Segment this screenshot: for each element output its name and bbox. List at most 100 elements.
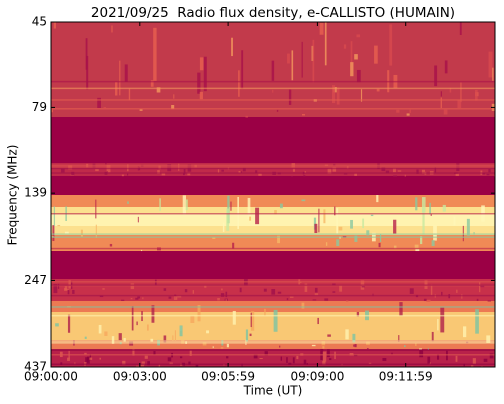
texture <box>51 294 495 297</box>
texture <box>350 62 354 77</box>
texture <box>426 300 430 302</box>
x-tick-label: 09:05:59 <box>201 370 255 384</box>
texture <box>99 357 101 360</box>
texture <box>203 56 207 92</box>
y-tick-label: 79 <box>32 100 47 114</box>
texture <box>226 208 230 231</box>
chart-title: 2021/09/25 Radio flux density, e-CALLIST… <box>91 5 455 21</box>
texture <box>323 209 326 224</box>
texture <box>336 239 340 247</box>
texture <box>422 207 425 235</box>
texture <box>286 357 288 363</box>
texture <box>345 329 349 340</box>
texture <box>354 173 358 176</box>
texture <box>95 199 97 219</box>
texture <box>463 326 467 338</box>
x-axis-label: Time (UT) <box>243 384 303 398</box>
texture <box>399 302 403 316</box>
texture <box>168 296 172 299</box>
texture <box>58 283 60 289</box>
texture <box>190 315 195 323</box>
texture <box>314 287 318 293</box>
texture <box>273 309 278 332</box>
texture <box>304 283 308 292</box>
texture <box>51 166 495 168</box>
texture <box>144 355 148 359</box>
texture <box>137 216 139 223</box>
texture <box>336 87 340 105</box>
texture <box>102 288 105 290</box>
texture <box>301 199 306 202</box>
texture <box>475 309 479 334</box>
texture <box>146 324 149 331</box>
texture <box>434 65 438 87</box>
texture <box>345 300 349 302</box>
texture <box>111 336 115 344</box>
texture <box>472 358 476 365</box>
texture <box>350 41 353 63</box>
x-tick-label: 09:11:59 <box>379 370 433 384</box>
texture <box>374 45 378 64</box>
texture <box>430 284 433 296</box>
plot-frame <box>50 21 496 368</box>
texture <box>84 336 87 339</box>
texture <box>127 201 129 204</box>
texture <box>314 223 318 234</box>
texture <box>123 338 126 342</box>
texture <box>431 240 435 247</box>
texture <box>66 289 70 291</box>
texture <box>197 305 201 322</box>
texture <box>338 226 343 231</box>
texture <box>429 202 431 215</box>
texture <box>51 363 495 366</box>
texture <box>197 72 201 94</box>
texture <box>415 248 420 252</box>
texture <box>362 218 365 229</box>
texture <box>173 94 175 99</box>
texture <box>139 109 143 111</box>
texture <box>105 163 107 165</box>
texture <box>317 317 319 325</box>
texture <box>181 340 185 344</box>
texture <box>311 344 316 347</box>
texture <box>421 197 426 213</box>
texture <box>396 109 400 113</box>
texture <box>449 87 452 93</box>
texture <box>292 357 295 364</box>
texture <box>238 170 241 173</box>
texture <box>272 89 274 93</box>
texture <box>240 171 242 173</box>
texture <box>136 365 140 367</box>
texture <box>158 364 161 367</box>
texture <box>226 356 229 359</box>
texture <box>242 167 246 172</box>
texture <box>350 219 353 229</box>
texture <box>237 196 239 229</box>
texture <box>141 361 145 366</box>
texture <box>457 100 462 109</box>
texture <box>264 351 268 356</box>
texture <box>226 343 229 348</box>
texture <box>291 50 294 81</box>
texture <box>296 355 299 360</box>
texture <box>434 167 437 173</box>
texture <box>67 314 71 333</box>
x-tick-label: 09:09:00 <box>290 370 344 384</box>
texture <box>255 207 260 225</box>
texture <box>231 37 233 57</box>
texture <box>230 201 232 211</box>
texture <box>169 362 173 365</box>
band <box>51 251 495 279</box>
texture <box>431 331 434 342</box>
texture <box>274 210 277 215</box>
texture <box>354 235 358 242</box>
texture <box>232 310 236 325</box>
texture <box>137 296 141 299</box>
texture <box>427 356 431 364</box>
texture <box>433 225 437 241</box>
texture <box>51 172 495 174</box>
texture <box>51 284 495 286</box>
y-tick-label: 139 <box>24 186 47 200</box>
texture <box>51 164 495 167</box>
texture <box>154 279 157 286</box>
